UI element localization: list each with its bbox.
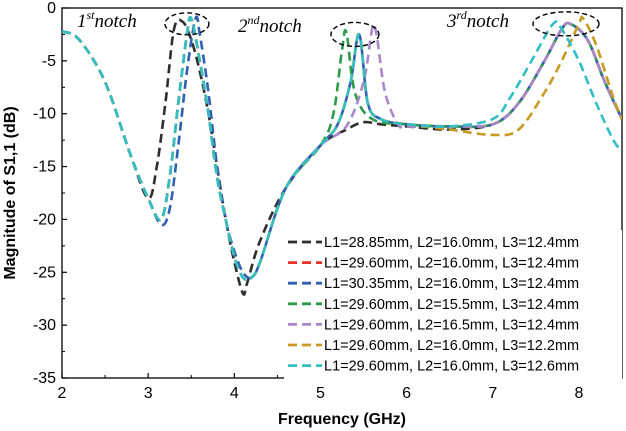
y-tick-label: -30 [33,317,56,334]
y-tick-label: -20 [33,211,56,228]
x-tick-label: 5 [316,385,325,402]
x-tick-label: 2 [58,385,67,402]
notch-label-2: 2ndnotch [238,13,302,37]
series-line-7 [62,15,622,282]
legend-label-6: L1=29.60mm, L2=16.0mm, L3=12.2mm [324,338,579,354]
notch-label-1: 1stnotch [77,8,137,32]
notch-label-number: 1 [77,11,87,32]
legend-label-1: L1=28.85mm, L2=16.0mm, L3=12.4mm [324,235,579,251]
x-axis: 2 3 4 5 6 7 8 [58,373,623,402]
x-tick-label: 8 [574,385,583,402]
notch-label-word: notch [260,16,302,37]
notch-ellipse-2 [330,21,380,48]
legend-label-7: L1=29.60mm, L2=16.0mm, L3=12.6mm [324,359,579,375]
series-lines [62,15,622,296]
notch-label-suffix: st [87,8,96,22]
notch-label-3: 3rdnotch [446,8,509,32]
notch-ellipse-1 [164,12,210,36]
legend-box [284,230,622,383]
y-tick-label: -35 [33,370,56,387]
notch-label-number: 3 [446,11,457,32]
y-tick-label: -5 [42,53,56,70]
notch-label-suffix: rd [457,8,468,22]
legend-label-2: L1=29.60mm, L2=16.0mm, L3=12.4mm [324,256,579,272]
notch-ellipse-3 [532,11,600,37]
y-tick-label: -15 [33,159,56,176]
legend-label-4: L1=29.60mm, L2=15.5mm, L3=12.4mm [324,297,579,313]
y-tick-label: -10 [33,106,56,123]
notch-label-word: notch [467,11,509,32]
notch-label-number: 2 [238,16,248,37]
x-tick-label: 7 [488,385,497,402]
legend: L1=28.85mm, L2=16.0mm, L3=12.4mm L1=29.60… [284,230,622,383]
legend-label-5: L1=29.60mm, L2=16.5mm, L3=12.4mm [324,317,579,333]
y-tick-label: 0 [47,0,56,17]
x-axis-title: Frequency (GHz) [278,411,406,428]
notch-label-word: notch [95,11,137,32]
x-tick-label: 3 [144,385,153,402]
y-axis-title: Magnitude of S1,1 (dB) [2,106,19,279]
x-tick-label: 6 [402,385,411,402]
notch-label-suffix: nd [248,13,261,27]
y-tick-label: -25 [33,264,56,281]
notch-annotations: 1stnotch 2ndnotch 3rdnotch [77,8,509,37]
legend-label-3: L1=30.35mm, L2=16.0mm, L3=12.4mm [324,276,579,292]
y-axis: 0 -5 -10 -15 -20 -25 -30 -35 [33,0,67,387]
notch-markers [164,11,600,48]
x-tick-label: 4 [230,385,239,402]
